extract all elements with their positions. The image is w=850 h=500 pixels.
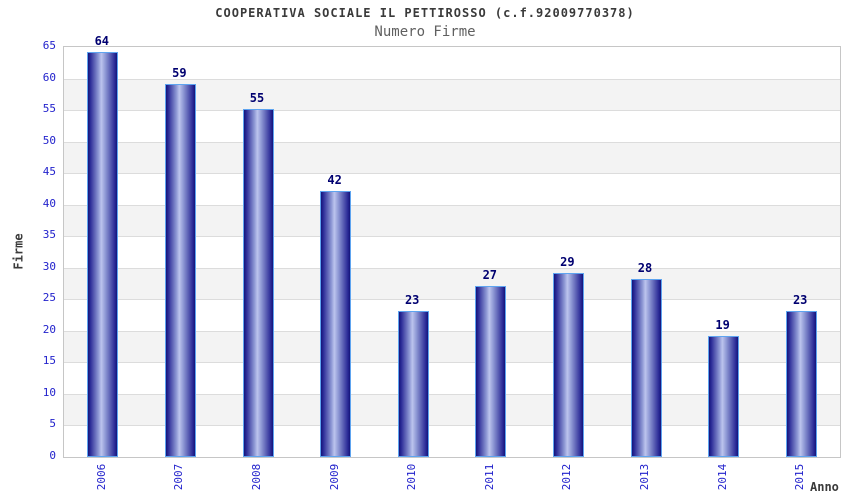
bar-value-label: 19 [715, 318, 730, 333]
y-tick-label: 30 [42, 259, 56, 273]
y-tick-label: 40 [42, 196, 56, 210]
x-tick-label: 2008 [250, 463, 263, 491]
gridline [64, 393, 840, 395]
bar-value-label: 64 [94, 34, 110, 49]
bar [475, 285, 507, 457]
gridline [64, 78, 840, 80]
y-tick-label: 20 [42, 322, 56, 336]
x-tick-label: 2015 [793, 463, 807, 491]
bar-value-label: 42 [327, 173, 342, 188]
bar [708, 336, 740, 457]
gridline [64, 425, 840, 427]
x-tick-label: 2010 [405, 463, 419, 491]
x-tick-label: 2013 [638, 463, 651, 491]
y-tick-label: 35 [42, 228, 56, 242]
bar [785, 310, 817, 457]
bar [552, 273, 584, 457]
y-tick-label: 15 [42, 354, 56, 368]
x-tick-label: 2011 [482, 463, 496, 491]
bar-value-label: 28 [637, 261, 653, 276]
y-tick-label: 45 [42, 165, 56, 179]
chart-title: COOPERATIVA SOCIALE IL PETTIROSSO (c.f.9… [215, 6, 635, 20]
bar [320, 191, 352, 457]
bar [87, 52, 119, 457]
bar [630, 279, 662, 457]
x-axis-title: Anno [810, 480, 839, 494]
gridline [64, 236, 840, 238]
x-tick-label: 2014 [715, 463, 729, 491]
chart-subtitle: Numero Firme [374, 24, 476, 40]
bar-value-label: 27 [482, 267, 498, 282]
y-tick-label: 50 [42, 133, 56, 147]
x-tick-label: 2006 [94, 463, 108, 491]
x-tick-label: 2009 [327, 463, 341, 491]
bar [397, 310, 429, 457]
y-tick-label: 10 [42, 385, 56, 399]
bar-value-label: 55 [249, 91, 265, 106]
gridline [64, 110, 840, 112]
y-tick-label: 55 [42, 102, 56, 116]
x-tick-label: 2012 [560, 463, 574, 491]
y-tick-label: 5 [49, 417, 56, 431]
plot-area [63, 46, 841, 458]
gridline [64, 173, 840, 175]
gridline [64, 330, 840, 332]
gridline [64, 299, 840, 301]
x-tick-label: 2007 [172, 463, 186, 491]
gridline [64, 204, 840, 206]
bar-value-label: 29 [560, 255, 575, 270]
grid-band [64, 47, 840, 79]
y-tick-label: 25 [42, 291, 56, 305]
gridline [64, 362, 840, 364]
gridline [64, 141, 840, 143]
y-tick-label: 60 [42, 70, 56, 84]
y-tick-label: 65 [42, 39, 56, 52]
bar-value-label: 59 [172, 65, 187, 80]
gridline [64, 267, 840, 269]
bar [164, 83, 196, 457]
bar-value-label: 23 [404, 292, 420, 307]
bar [242, 109, 274, 457]
y-tick-label: 0 [49, 449, 56, 462]
bar-value-label: 23 [792, 292, 808, 307]
